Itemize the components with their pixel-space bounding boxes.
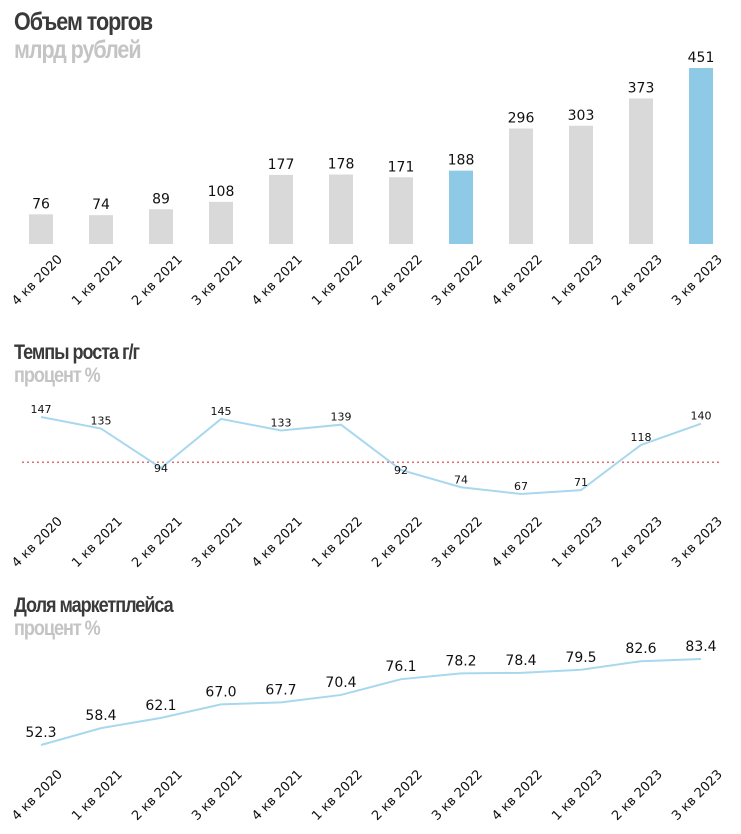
point-value-label: 62.1 bbox=[145, 698, 176, 714]
point-value-label: 94 bbox=[154, 462, 168, 475]
bar bbox=[329, 174, 353, 244]
chart1-tick-label: 2 кв 2023 bbox=[609, 252, 666, 309]
chart2-tick-label: 4 кв 2021 bbox=[249, 514, 306, 571]
chart1-tick-label: 1 кв 2023 bbox=[549, 252, 606, 309]
bar bbox=[449, 170, 473, 244]
chart2-tick-label: 2 кв 2022 bbox=[369, 514, 426, 571]
point-value-label: 67.0 bbox=[205, 684, 236, 700]
bar-value-label: 373 bbox=[628, 80, 655, 96]
chart1-tick-label: 2 кв 2022 bbox=[369, 252, 426, 309]
point-value-label: 70.4 bbox=[325, 675, 356, 691]
chart3-tick-label: 1 кв 2021 bbox=[69, 767, 126, 824]
bar bbox=[629, 98, 653, 244]
chart1-tick-label: 3 кв 2022 bbox=[429, 252, 486, 309]
point-value-label: 58.4 bbox=[85, 708, 116, 724]
chart3-tick-label: 3 кв 2021 bbox=[189, 767, 246, 824]
chart3-tick-label: 1 кв 2023 bbox=[549, 767, 606, 824]
chart2-tick-label: 1 кв 2023 bbox=[549, 514, 606, 571]
bar-value-label: 188 bbox=[448, 153, 475, 169]
bar-value-label: 451 bbox=[688, 50, 715, 66]
point-value-label: 71 bbox=[574, 476, 588, 489]
chart1-tick-label: 4 кв 2021 bbox=[249, 252, 306, 309]
bar bbox=[89, 215, 113, 244]
bar-value-label: 296 bbox=[508, 110, 535, 126]
point-value-label: 147 bbox=[31, 403, 52, 416]
chart1-tick-label: 4 кв 2022 bbox=[489, 252, 546, 309]
chart2-tick-label: 2 кв 2021 bbox=[129, 514, 186, 571]
chart3-tick-label: 1 кв 2022 bbox=[309, 767, 366, 824]
bar-value-label: 171 bbox=[388, 159, 415, 175]
chart2-tick-label: 1 кв 2022 bbox=[309, 514, 366, 571]
chart1-tick-label: 1 кв 2022 bbox=[309, 252, 366, 309]
chart3-tick-label: 4 кв 2021 bbox=[249, 767, 306, 824]
chart2-title: Темпы роста г/г bbox=[14, 341, 140, 364]
point-value-label: 78.2 bbox=[445, 653, 476, 669]
series-line bbox=[40, 416, 702, 496]
point-value-label: 139 bbox=[331, 411, 352, 424]
point-value-label: 83.4 bbox=[685, 639, 716, 655]
chart3-tick-label: 3 кв 2022 bbox=[429, 767, 486, 824]
bar bbox=[269, 174, 293, 244]
bar-value-label: 303 bbox=[568, 108, 595, 124]
point-value-label: 67 bbox=[514, 480, 528, 493]
chart3-tick-label: 2 кв 2021 bbox=[129, 767, 186, 824]
bar-value-label: 76 bbox=[32, 196, 50, 212]
point-value-label: 67.7 bbox=[265, 682, 296, 698]
bar-value-label: 74 bbox=[92, 197, 110, 213]
chart2-tick-label: 3 кв 2022 bbox=[429, 514, 486, 571]
point-value-label: 76.1 bbox=[385, 659, 416, 675]
chart1-title: Объем торгов bbox=[14, 8, 153, 36]
chart2-tick-label: 3 кв 2023 bbox=[669, 514, 726, 571]
chart3-tick-label: 2 кв 2022 bbox=[369, 767, 426, 824]
chart3-title: Доля маркетплейса bbox=[14, 594, 174, 617]
chart1-tick-label: 2 кв 2021 bbox=[129, 252, 186, 309]
chart3-subtitle: процент % bbox=[14, 617, 101, 640]
bar bbox=[29, 214, 53, 244]
bar bbox=[689, 68, 713, 244]
point-value-label: 78.4 bbox=[505, 653, 536, 669]
point-value-label: 92 bbox=[394, 464, 408, 477]
point-value-label: 79.5 bbox=[565, 650, 596, 666]
chart3-tick-label: 4 кв 2020 bbox=[9, 767, 66, 824]
chart1-subtitle: млрд рублей bbox=[14, 36, 142, 64]
series-line bbox=[40, 658, 702, 746]
bar-value-label: 89 bbox=[152, 191, 170, 207]
point-value-label: 133 bbox=[271, 416, 292, 429]
point-value-label: 52.3 bbox=[25, 725, 56, 741]
bar-value-label: 178 bbox=[328, 157, 355, 173]
point-value-label: 82.6 bbox=[625, 641, 656, 657]
chart2-tick-label: 2 кв 2023 bbox=[609, 514, 666, 571]
chart2-tick-label: 4 кв 2022 bbox=[489, 514, 546, 571]
chart1-tick-label: 3 кв 2023 bbox=[669, 252, 726, 309]
point-value-label: 118 bbox=[631, 431, 652, 444]
bar bbox=[149, 209, 173, 244]
bar-value-label: 177 bbox=[268, 157, 295, 173]
chart1-tick-label: 3 кв 2021 bbox=[189, 252, 246, 309]
bar bbox=[509, 128, 533, 244]
chart2-subtitle: процент % bbox=[14, 364, 101, 387]
chart1-tick-label: 1 кв 2021 bbox=[69, 252, 126, 309]
chart2-tick-label: 3 кв 2021 bbox=[189, 514, 246, 571]
chart3-tick-label: 4 кв 2022 bbox=[489, 767, 546, 824]
bar-value-label: 108 bbox=[208, 184, 235, 200]
chart1-tick-label: 4 кв 2020 bbox=[9, 252, 66, 309]
point-value-label: 145 bbox=[211, 405, 232, 418]
chart3-tick-label: 3 кв 2023 bbox=[669, 767, 726, 824]
chart2-tick-label: 1 кв 2021 bbox=[69, 514, 126, 571]
chart2-tick-label: 4 кв 2020 bbox=[9, 514, 66, 571]
bar bbox=[209, 201, 233, 244]
point-value-label: 140 bbox=[691, 410, 712, 423]
chart3-tick-label: 2 кв 2023 bbox=[609, 767, 666, 824]
point-value-label: 74 bbox=[454, 473, 468, 486]
bar bbox=[389, 177, 413, 244]
point-value-label: 135 bbox=[91, 415, 112, 428]
bar bbox=[569, 125, 593, 244]
